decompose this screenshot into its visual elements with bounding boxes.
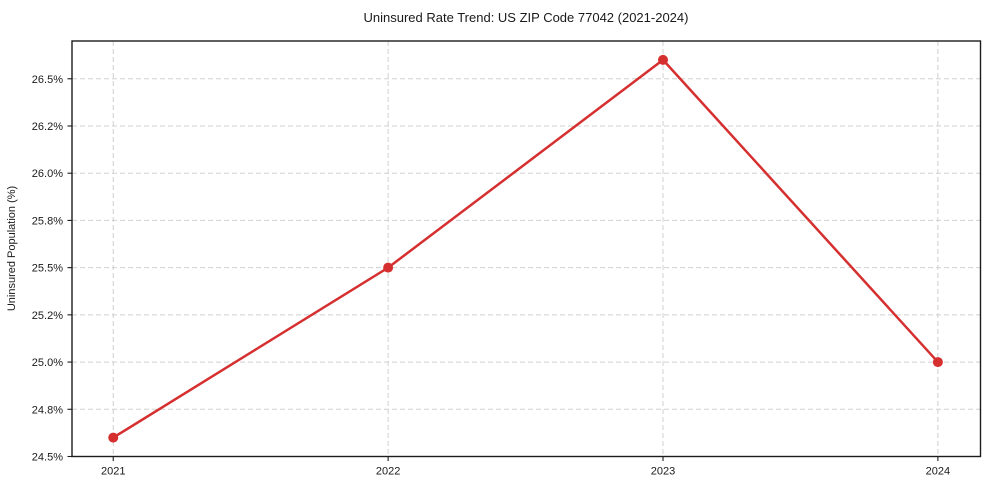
y-tick-label: 25.0%	[32, 357, 63, 369]
y-tick-label: 24.8%	[32, 404, 63, 416]
x-tick-label: 2023	[651, 466, 675, 478]
data-point	[658, 54, 669, 65]
data-point	[383, 262, 394, 273]
data-point	[108, 432, 119, 443]
chart-title: Uninsured Rate Trend: US ZIP Code 77042 …	[364, 10, 689, 25]
x-tick-label: 2021	[101, 466, 125, 478]
trend-line	[111, 58, 940, 439]
y-tick-label: 25.5%	[32, 263, 63, 275]
x-tick-label: 2024	[926, 466, 950, 478]
y-tick-label: 25.8%	[32, 215, 63, 227]
y-tick-label: 26.0%	[32, 168, 63, 180]
data-point	[932, 357, 943, 368]
y-tick-label: 25.2%	[32, 310, 63, 322]
y-axis-label: Uninsured Population (%)	[6, 186, 18, 311]
y-tick-label: 26.2%	[32, 121, 63, 133]
axis-frame	[71, 40, 982, 458]
y-tick-label: 24.5%	[32, 452, 63, 464]
x-tick-label: 2022	[376, 466, 400, 478]
y-tick-label: 26.5%	[32, 74, 63, 86]
plot-background	[72, 41, 981, 457]
